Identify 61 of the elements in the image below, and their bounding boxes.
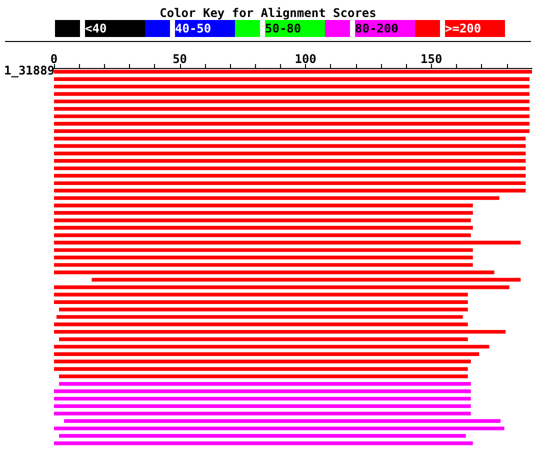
bar: [92, 278, 521, 282]
bar: [54, 100, 530, 104]
bar: [54, 122, 530, 126]
bar: [54, 174, 526, 178]
bar: [54, 152, 526, 156]
bar: [64, 419, 501, 423]
bar: [54, 360, 471, 364]
bar: [59, 434, 466, 438]
bar: [54, 136, 526, 140]
bar: [54, 107, 530, 111]
bar: [54, 263, 473, 267]
bar: [54, 166, 526, 170]
bar: [54, 344, 490, 349]
bar: [54, 92, 530, 96]
bar: [54, 114, 530, 118]
bar: [54, 441, 473, 446]
category-label: 40-50: [175, 22, 212, 36]
bar: [54, 248, 473, 252]
bar: [54, 285, 510, 290]
bar: [54, 426, 504, 430]
bar: [56, 315, 463, 319]
category-label: >=200: [445, 22, 482, 36]
bar: [54, 256, 473, 260]
bar: [54, 270, 494, 274]
bar: [54, 211, 473, 215]
bar: [54, 396, 471, 401]
bar: [59, 308, 468, 312]
bar: [54, 204, 473, 208]
bar: [54, 352, 480, 356]
bar: [59, 337, 468, 342]
bar: [54, 330, 506, 334]
bar: [54, 322, 468, 326]
bar: [59, 382, 471, 386]
bar: [54, 218, 471, 222]
bar: [54, 389, 471, 394]
bar: [54, 300, 468, 304]
bar: [54, 77, 530, 82]
bar: [54, 84, 530, 88]
bar: [54, 292, 468, 297]
bar: [54, 159, 526, 163]
x-tick-label: 100: [294, 52, 316, 66]
category-label: <40: [85, 22, 107, 36]
x-tick-label: 150: [420, 52, 442, 66]
bar: [54, 196, 500, 200]
bar: [54, 129, 530, 134]
text: Color Key for Alignment Scores: [160, 6, 376, 20]
text: 1_31889: [4, 64, 55, 78]
x-tick-label: 0: [50, 52, 58, 66]
category-label: 80-200: [355, 22, 398, 36]
bar: [54, 144, 526, 148]
bar: [59, 374, 468, 378]
category-label: 50-80: [265, 22, 302, 36]
bar: [54, 412, 471, 416]
bar: [54, 181, 526, 186]
bar: [54, 367, 468, 371]
x-tick-label: 50: [172, 52, 188, 66]
bar: [54, 404, 471, 408]
bar: [54, 240, 521, 244]
bar: [54, 233, 471, 238]
bar: [54, 226, 473, 230]
bar: [54, 188, 526, 192]
